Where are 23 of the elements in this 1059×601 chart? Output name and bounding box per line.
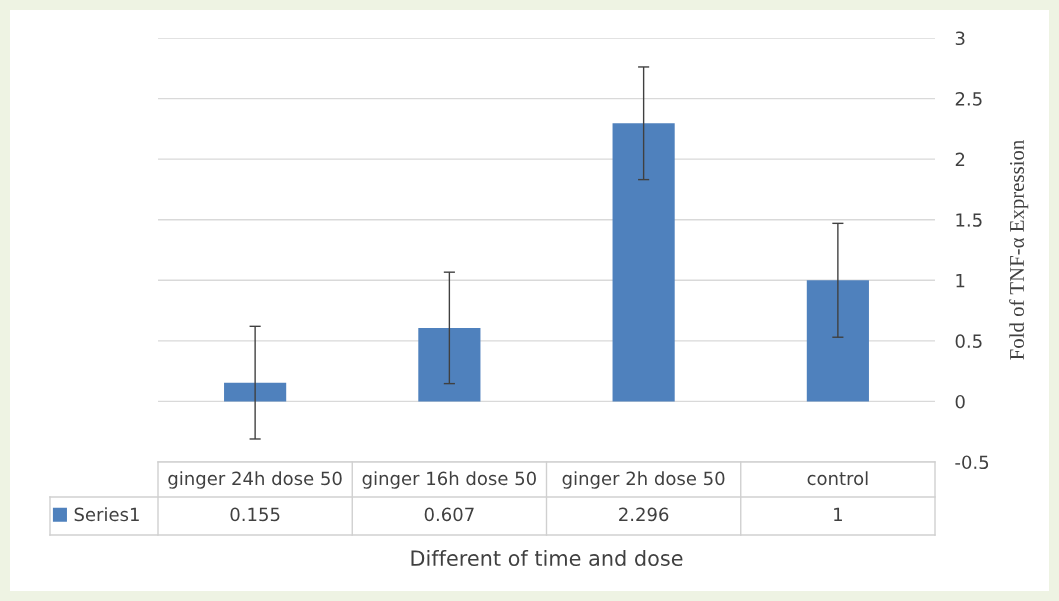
bar xyxy=(612,123,675,402)
data-label: 2.296 xyxy=(619,507,669,522)
y-tick-label: 0 xyxy=(955,394,965,409)
legend-label: Series1 xyxy=(74,507,139,522)
data-label: 0.155 xyxy=(230,507,280,522)
bar xyxy=(418,327,481,402)
y-tick-label: 0.5 xyxy=(955,334,982,348)
data-label: 1 xyxy=(834,507,842,521)
data-label: 0.607 xyxy=(424,507,474,522)
y-tick-label: 3 xyxy=(955,31,965,46)
x-tick-label: ginger 2h dose 50 xyxy=(562,471,725,489)
y-tick-label: 2.5 xyxy=(955,92,982,106)
y-tick-label: 1 xyxy=(956,273,965,288)
x-axis-title: Different of time and dose xyxy=(411,549,683,567)
x-tick-label: control xyxy=(807,471,868,486)
y-tick-label: 1.5 xyxy=(956,213,982,227)
x-tick-label: ginger 16h dose 50 xyxy=(362,471,536,489)
bar xyxy=(224,382,287,402)
y-tick-label: 2 xyxy=(955,152,965,166)
x-tick-label: ginger 24h dose 50 xyxy=(168,471,342,489)
y-axis-title: Fold of TNF-α Expression xyxy=(1009,140,1029,360)
y-tick-label: -0.5 xyxy=(955,455,989,470)
bar xyxy=(806,280,869,402)
